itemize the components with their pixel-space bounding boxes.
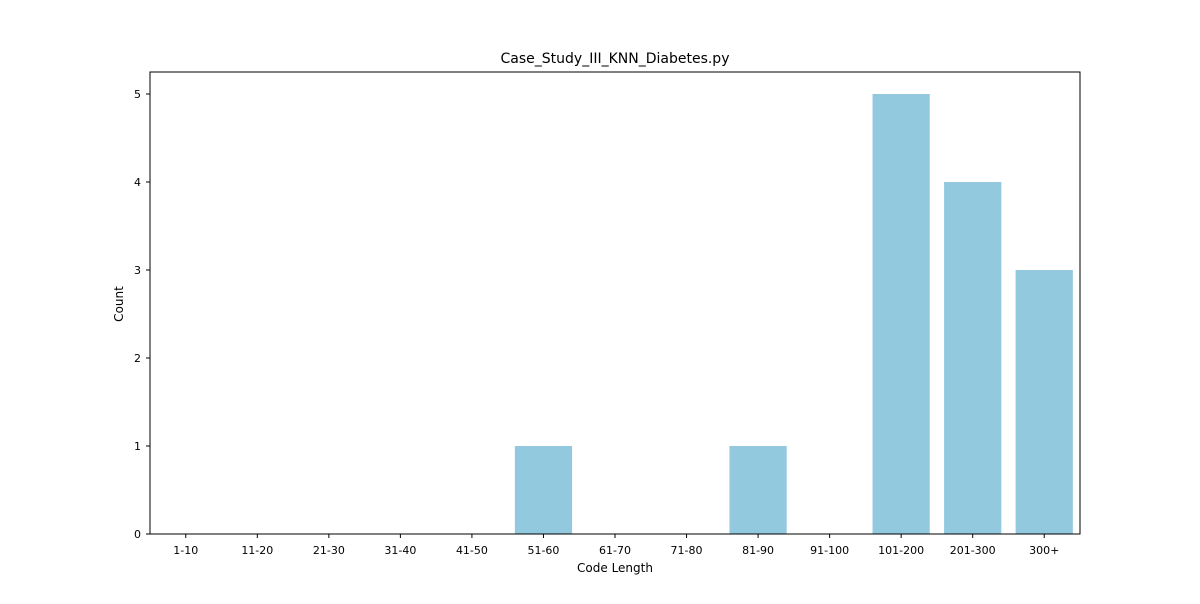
bar-81-90 (729, 446, 787, 534)
bar-300+ (1015, 270, 1073, 534)
bar-51-60 (514, 446, 573, 534)
x-axis-ticks: 1-10 11-20 21-30 31-40 41-50 51-60 61-70 71-80 8… (173, 534, 1059, 557)
plot-area-frame (149, 71, 1081, 535)
x-tick-label: 31-40 (384, 544, 416, 557)
x-tick-label: 61-70 (599, 544, 631, 557)
y-tick-label: 0 (134, 528, 141, 541)
x-tick-label: 300+ (1029, 544, 1059, 557)
x-tick-label: 71-80 (671, 544, 703, 557)
x-tick-label: 91-100 (810, 544, 849, 557)
x-tick-label: 51-60 (527, 544, 559, 557)
x-tick-label: 101-200 (878, 544, 924, 557)
x-tick-label: 201-300 (950, 544, 996, 557)
y-tick-label: 1 (134, 440, 141, 453)
y-tick-label: 2 (134, 352, 141, 365)
x-tick-label: 41-50 (456, 544, 488, 557)
bar-201-300 (944, 182, 1002, 534)
x-tick-label: 21-30 (313, 544, 345, 557)
x-tick-label: 81-90 (742, 544, 774, 557)
y-tick-label: 4 (134, 176, 141, 189)
y-tick-label: 3 (134, 264, 141, 277)
x-tick-label: 1-10 (173, 544, 198, 557)
x-tick-label: 11-20 (241, 544, 273, 557)
bar-101-200 (872, 94, 930, 534)
y-axis-label: Count (112, 286, 126, 322)
y-axis-ticks: 0 1 2 3 4 5 (134, 88, 150, 541)
chart-title: Case_Study_III_KNN_Diabetes.py (501, 51, 730, 67)
x-axis-label: Code Length (577, 561, 653, 575)
y-tick-label: 5 (134, 88, 141, 101)
bars-layer (514, 94, 1073, 534)
